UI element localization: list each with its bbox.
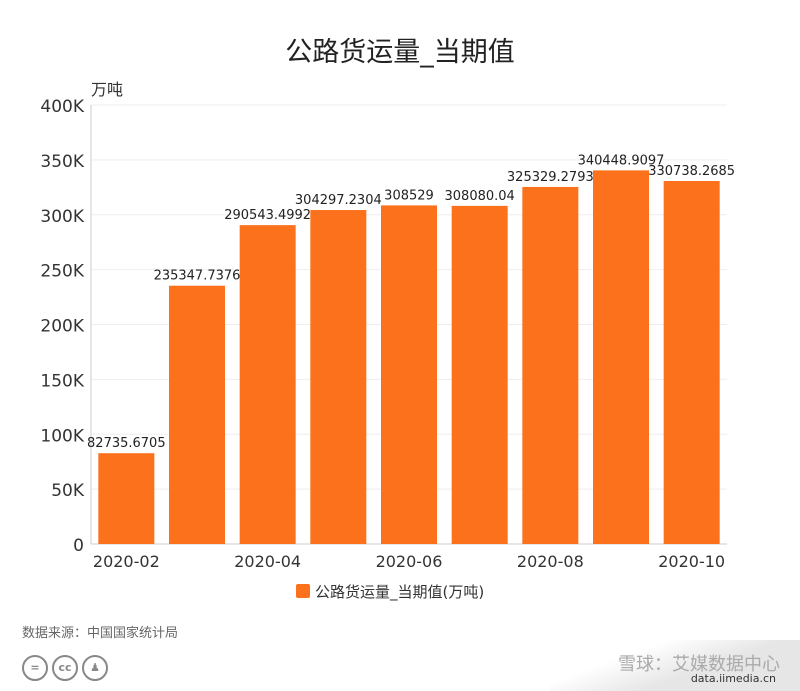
x-tick-label: 2020-10 xyxy=(658,552,725,571)
y-tick-label: 0 xyxy=(73,536,84,556)
y-tick-label: 400K xyxy=(40,97,84,117)
watermark-text: 雪球：艾媒数据中心 xyxy=(618,654,780,675)
bar xyxy=(98,453,155,544)
watermark-url: data.iimedia.cn xyxy=(690,672,776,685)
y-tick-label: 350K xyxy=(40,152,84,172)
bar xyxy=(593,170,649,545)
y-tick-label: 200K xyxy=(40,317,84,337)
legend-swatch xyxy=(296,584,310,598)
data-label: 235347.7376 xyxy=(154,269,241,284)
data-label: 308080.04 xyxy=(445,189,515,204)
bar xyxy=(239,225,296,544)
y-tick-label: 250K xyxy=(40,262,84,282)
data-label: 330738.2685 xyxy=(648,164,735,179)
y-tick-label: 300K xyxy=(40,207,84,227)
bar xyxy=(169,285,225,544)
y-axis-unit: 万吨 xyxy=(91,80,123,99)
bar xyxy=(381,205,437,545)
data-label: 82735.6705 xyxy=(87,436,166,451)
x-tick-label: 2020-06 xyxy=(376,552,443,571)
data-source: 数据来源：中国国家统计局 xyxy=(22,626,179,641)
x-tick-label: 2020-04 xyxy=(234,552,301,571)
y-tick-label: 100K xyxy=(40,426,84,446)
bar xyxy=(663,181,720,544)
bar xyxy=(522,186,579,544)
bar xyxy=(310,210,367,544)
by-license-icon: ♟ xyxy=(82,655,108,681)
data-label: 340448.9097 xyxy=(578,153,665,168)
data-label: 290543.4992 xyxy=(224,208,311,223)
data-label: 304297.2304 xyxy=(295,193,382,208)
x-tick-label: 2020-02 xyxy=(93,552,160,571)
nd-license-icon: = xyxy=(22,655,48,681)
bar xyxy=(451,205,508,545)
chart-title: 公路货运量_当期值 xyxy=(285,37,515,68)
data-label: 325329.2793 xyxy=(507,170,594,185)
x-tick-label: 2020-08 xyxy=(517,552,584,571)
legend-label: 公路货运量_当期值(万吨) xyxy=(315,583,484,602)
watermark-bg xyxy=(550,640,800,691)
y-tick-label: 150K xyxy=(40,371,84,391)
data-label: 308529 xyxy=(384,188,434,203)
cc-license-icon: cc xyxy=(52,655,78,681)
y-tick-label: 50K xyxy=(51,481,85,501)
